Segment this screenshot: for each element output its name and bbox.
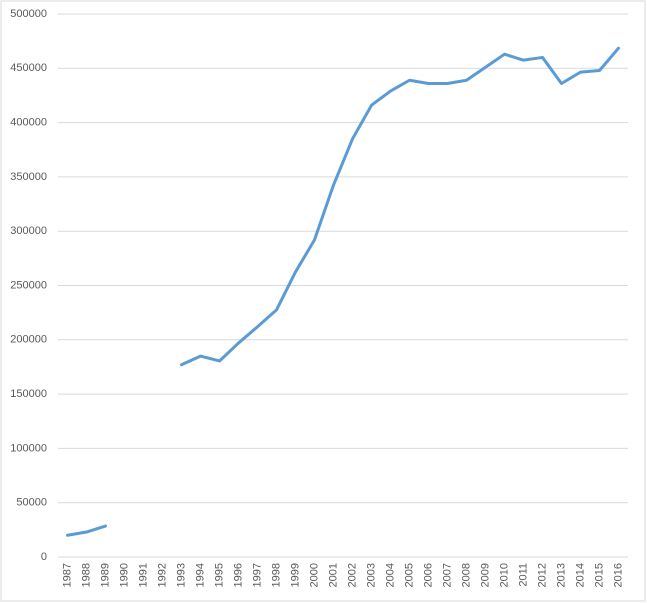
y-tick-label: 200000 <box>10 334 47 346</box>
y-tick-label: 400000 <box>10 117 47 129</box>
x-tick-label: 2004 <box>384 563 396 587</box>
x-tick-label: 1987 <box>61 563 73 587</box>
x-tick-label: 2016 <box>612 563 624 587</box>
x-tick-label: 2001 <box>327 563 339 587</box>
y-tick-label: 250000 <box>10 279 47 291</box>
x-tick-label: 1988 <box>80 563 92 587</box>
x-tick-label: 2008 <box>460 563 472 587</box>
y-tick-label: 300000 <box>10 225 47 237</box>
x-tick-label: 2007 <box>441 563 453 587</box>
data-line <box>66 46 620 537</box>
x-tick-label: 2014 <box>574 563 586 587</box>
x-tick-label: 1989 <box>99 563 111 587</box>
y-tick-label: 150000 <box>10 388 47 400</box>
x-tick-label: 1995 <box>213 563 225 587</box>
x-tick-label: 2009 <box>479 563 491 587</box>
x-tick-label: 1990 <box>118 563 130 587</box>
y-tick-label: 500000 <box>10 8 47 20</box>
x-tick-label: 2010 <box>498 563 510 587</box>
y-tick-label: 350000 <box>10 171 47 183</box>
x-tick-label: 1991 <box>137 563 149 587</box>
x-tick-label: 1997 <box>251 563 263 587</box>
x-tick-label: 2003 <box>365 563 377 587</box>
y-tick-label: 450000 <box>10 62 47 74</box>
x-tick-label: 2013 <box>555 563 567 587</box>
x-tick-label: 1992 <box>156 563 168 587</box>
x-tick-label: 1996 <box>232 563 244 587</box>
x-tick-label: 2002 <box>346 563 358 587</box>
x-tick-label: 1999 <box>289 563 301 587</box>
y-tick-label: 50000 <box>16 497 47 509</box>
x-tick-label: 2012 <box>536 563 548 587</box>
x-tick-label: 2000 <box>308 563 320 587</box>
y-tick-label: 100000 <box>10 442 47 454</box>
x-tick-label: 2015 <box>593 563 605 587</box>
x-tick-label: 2006 <box>422 563 434 587</box>
x-tick-label: 1994 <box>194 563 206 587</box>
x-tick-label: 1993 <box>175 563 187 587</box>
x-tick-label: 2011 <box>517 563 529 587</box>
y-tick-label: 0 <box>41 551 47 563</box>
x-tick-label: 2005 <box>403 563 415 587</box>
x-tick-label: 1998 <box>270 563 282 587</box>
